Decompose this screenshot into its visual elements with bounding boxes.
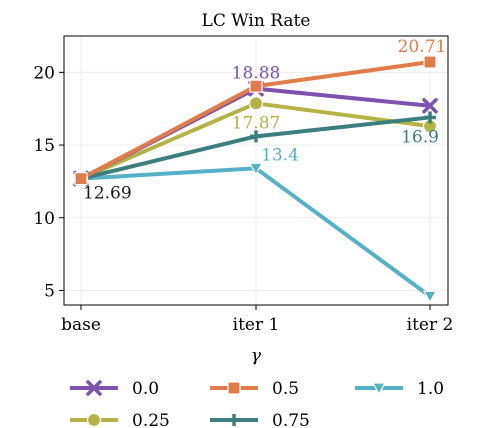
data-label: 17.87 <box>232 113 281 133</box>
y-tick-label: 10 <box>33 209 55 229</box>
data-labels: 12.69 18.88 17.87 13.4 20.71 16.9 <box>83 37 446 204</box>
plus-marker <box>424 111 436 124</box>
data-label: 18.88 <box>232 64 281 84</box>
data-label: 12.69 <box>83 184 132 204</box>
legend-item-0.0: 0.0 <box>70 379 159 399</box>
data-label: 16.9 <box>401 127 439 147</box>
x-tick-label: iter 2 <box>407 315 454 335</box>
data-label: 20.71 <box>398 37 447 57</box>
series-layer <box>73 55 438 304</box>
x-marker <box>86 380 102 396</box>
legend-item-0.5: 0.5 <box>210 379 299 399</box>
y-tick-label: 5 <box>44 281 55 301</box>
legend-item-1.0: 1.0 <box>355 379 444 399</box>
y-tick-label: 15 <box>33 136 55 156</box>
circle-marker <box>86 412 102 428</box>
y-tick-label: 20 <box>33 63 55 83</box>
legend-item-0.25: 0.25 <box>70 411 170 428</box>
x-tick-label: base <box>61 315 101 335</box>
data-label: 13.4 <box>261 145 299 165</box>
triangle-down-marker <box>248 162 264 176</box>
plus-marker <box>228 414 240 426</box>
x-axis: base iter 1 iter 2 <box>61 305 453 335</box>
legend-item-0.75: 0.75 <box>210 411 310 428</box>
circle-marker <box>248 96 264 111</box>
x-marker <box>422 98 438 114</box>
square-marker <box>249 79 263 93</box>
legend-label: 1.0 <box>417 379 444 399</box>
legend-title: γ <box>251 346 262 366</box>
legend-label: 0.25 <box>132 411 170 428</box>
legend-label: 0.75 <box>272 411 310 428</box>
triangle-down-marker <box>371 382 387 396</box>
x-marker-stroke <box>86 380 102 396</box>
triangle-down-marker <box>422 290 438 304</box>
chart-title: LC Win Rate <box>202 11 311 31</box>
square-marker <box>227 381 241 395</box>
legend-label: 0.5 <box>272 379 299 399</box>
square-marker <box>423 55 437 69</box>
legend-label: 0.0 <box>132 379 159 399</box>
square-marker <box>74 172 88 186</box>
x-marker-stroke <box>422 98 438 114</box>
y-axis: 5 10 15 20 <box>33 63 64 301</box>
legend: γ 0.0 0.25 0.5 0.75 1.0 <box>70 346 444 428</box>
x-tick-label: iter 1 <box>233 315 280 335</box>
plus-marker <box>250 130 262 143</box>
